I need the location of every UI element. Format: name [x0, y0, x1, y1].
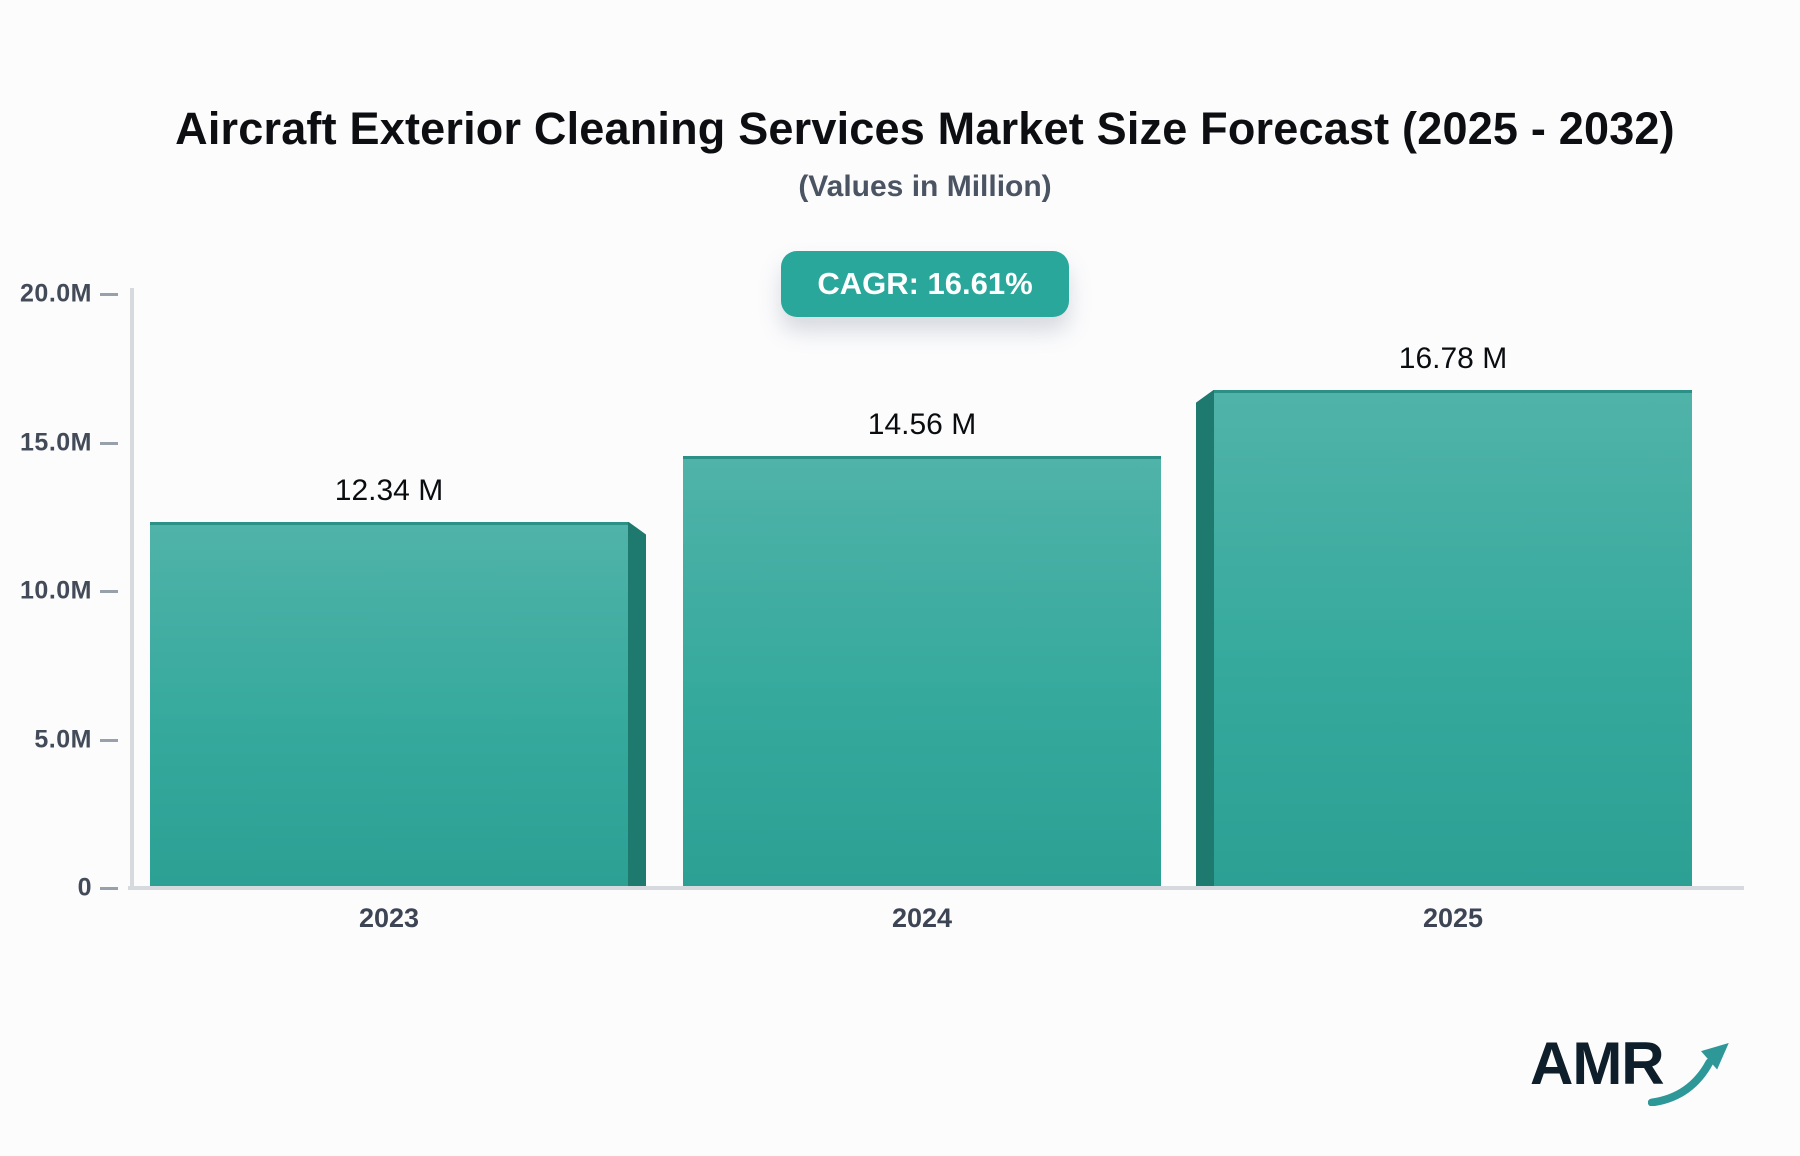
y-tick-label: 10.0M	[20, 576, 92, 605]
y-axis-tick	[100, 441, 118, 445]
bar-2024	[683, 455, 1161, 887]
bar-value-label: 14.56 M	[867, 407, 977, 441]
chart-title: Aircraft Exterior Cleaning Services Mark…	[175, 103, 1675, 154]
y-axis-tick	[100, 887, 118, 890]
x-tick-label: 2025	[1422, 903, 1484, 933]
y-axis-tick	[100, 293, 118, 296]
y-tick-label: 5.0M	[34, 725, 92, 753]
amr-logo-text: AMR	[1530, 1030, 1665, 1097]
x-tick-label: 2024	[891, 903, 953, 933]
y-tick-label: 20.0M	[20, 279, 92, 308]
cagr-badge-row: CAGR: 16.61%	[50, 251, 1800, 317]
bar-value-label: 12.34 M	[334, 473, 444, 507]
bar-2023	[150, 521, 628, 887]
bar-2025	[1214, 389, 1692, 887]
bar-value-label: 16.78 M	[1398, 341, 1508, 375]
y-axis-tick	[100, 590, 118, 593]
cagr-badge: CAGR: 16.61%	[781, 251, 1069, 317]
x-axis-line	[128, 886, 1744, 890]
bar-side-bevel	[628, 521, 646, 887]
trending-up-arrow-icon	[1647, 1043, 1729, 1106]
chart-subtitle: (Values in Million)	[798, 170, 1052, 203]
bar-side-bevel	[1196, 389, 1214, 887]
y-tick-label: 15.0M	[20, 428, 92, 456]
y-axis-tick	[100, 738, 118, 742]
amr-logo: AMR	[1530, 1034, 1736, 1106]
y-tick-label: 0	[77, 873, 92, 902]
x-tick-label: 2023	[358, 903, 420, 933]
y-axis-line	[130, 288, 134, 890]
